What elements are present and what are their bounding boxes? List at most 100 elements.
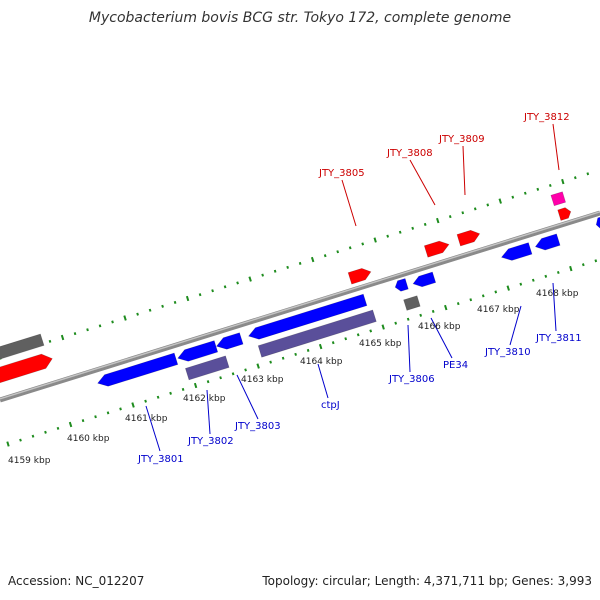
gene-label-jty-3805[interactable]: JTY_3805 xyxy=(318,168,365,179)
tick-mark xyxy=(544,274,548,278)
tick-mark xyxy=(244,368,247,372)
tick-mark xyxy=(6,441,10,447)
tick-mark xyxy=(136,312,139,316)
tick-mark xyxy=(573,176,577,180)
gene-arrow-jty-3806a[interactable] xyxy=(394,278,409,292)
tick-mark xyxy=(48,339,52,343)
tick-track-upper xyxy=(0,172,590,360)
tick-mark xyxy=(123,315,127,321)
gene-label-jty-3810[interactable]: JTY_3810 xyxy=(484,347,531,358)
gene-arrow-right-edge[interactable] xyxy=(595,216,600,229)
gene-arrow-jty-3812b[interactable] xyxy=(557,207,572,221)
gene-label-jty-3806[interactable]: JTY_3806 xyxy=(388,374,435,385)
kbp-label-4159: 4159 kbp xyxy=(8,456,51,466)
tick-mark xyxy=(323,254,327,258)
tick-mark xyxy=(481,294,485,298)
tick-mark xyxy=(181,387,185,392)
gene-arrow-jty-3812a[interactable] xyxy=(550,191,566,207)
gene-label-jty-3808[interactable]: JTY_3808 xyxy=(386,148,433,159)
cds-jty-3802[interactable] xyxy=(185,355,230,381)
gene-arrow-jty-3808[interactable] xyxy=(423,240,450,258)
gene-arrow-jty-3805[interactable] xyxy=(347,268,372,285)
kbp-label-4160: 4160 kbp xyxy=(67,434,110,444)
kbp-label-4168: 4168 kbp xyxy=(536,289,579,299)
label-leader-line xyxy=(236,374,259,420)
tick-mark xyxy=(523,191,527,195)
tick-mark xyxy=(261,273,264,277)
tick-mark xyxy=(469,298,473,302)
gene-arrow-left-grey[interactable] xyxy=(0,333,45,364)
tick-mark xyxy=(398,230,402,234)
tick-mark xyxy=(423,222,427,227)
tick-mark xyxy=(310,256,315,263)
tick-track-lower xyxy=(6,259,598,447)
gene-label-ctpj[interactable]: ctpJ xyxy=(321,400,340,411)
tick-mark xyxy=(198,293,202,297)
gene-arrow-jty-3801[interactable] xyxy=(97,352,179,387)
label-leader-line xyxy=(462,145,466,196)
gene-arrow-jty-3809[interactable] xyxy=(456,229,481,247)
tick-mark xyxy=(223,285,227,289)
genome-backbone-highlight xyxy=(0,211,600,400)
genome-backbone xyxy=(0,210,600,403)
tick-mark xyxy=(256,363,260,369)
gene-label-jty-3802[interactable]: JTY_3802 xyxy=(187,436,234,447)
tick-mark xyxy=(148,308,152,312)
kbp-label-4164: 4164 kbp xyxy=(300,357,343,367)
tick-mark xyxy=(348,246,352,250)
tick-mark xyxy=(356,333,360,337)
tick-mark xyxy=(173,300,177,305)
cds-ctpj[interactable] xyxy=(257,309,377,358)
gene-arrow-ctpj[interactable] xyxy=(248,293,368,340)
kbp-label-4161: 4161 kbp xyxy=(125,414,168,424)
gene-label-jty-3811[interactable]: JTY_3811 xyxy=(535,333,582,344)
tick-mark xyxy=(236,281,239,285)
tick-mark xyxy=(56,426,60,430)
gene-label-pe34[interactable]: PE34 xyxy=(443,360,468,371)
tick-mark xyxy=(60,334,65,341)
gene-arrow-jty-3802[interactable] xyxy=(177,340,219,362)
gene-arrow-jty-3811[interactable] xyxy=(534,233,561,251)
gene-label-jty-3812[interactable]: JTY_3812 xyxy=(523,112,570,123)
tick-mark xyxy=(448,215,452,219)
gene-arrow-left-red[interactable] xyxy=(0,353,53,387)
tick-mark xyxy=(331,341,335,345)
tick-mark xyxy=(94,415,97,419)
kbp-label-4167: 4167 kbp xyxy=(477,305,520,315)
tick-mark xyxy=(369,329,373,333)
tick-mark xyxy=(81,419,85,423)
gene-label-jty-3801[interactable]: JTY_3801 xyxy=(137,454,184,465)
tick-mark xyxy=(344,337,348,341)
tick-mark xyxy=(269,360,272,364)
tick-mark xyxy=(294,352,297,356)
gene-arrow-jty-3810[interactable] xyxy=(500,242,533,261)
tick-mark xyxy=(273,269,277,273)
tick-mark xyxy=(306,348,310,352)
tick-mark xyxy=(31,434,35,438)
tick-mark xyxy=(211,289,214,293)
tick-mark xyxy=(281,356,285,360)
tick-mark xyxy=(456,302,460,306)
tick-mark xyxy=(394,321,398,325)
tick-mark xyxy=(536,187,540,191)
tick-mark xyxy=(531,278,535,282)
gene-arrow-jty-3806b[interactable] xyxy=(412,271,437,288)
tick-mark xyxy=(381,324,385,330)
genome-title: Mycobacterium bovis BCG str. Tokyo 172, … xyxy=(88,10,512,26)
tick-mark xyxy=(231,372,235,376)
tick-mark xyxy=(185,295,190,302)
label-leader-line xyxy=(552,282,557,332)
gene-arrow-jty-3803[interactable] xyxy=(215,332,244,350)
tick-mark xyxy=(86,328,89,332)
gene-label-jty-3803[interactable]: JTY_3803 xyxy=(234,421,281,432)
tick-mark xyxy=(193,382,198,389)
label-leader-line xyxy=(341,179,357,227)
tick-mark xyxy=(156,395,160,399)
tick-mark xyxy=(298,261,302,265)
kbp-label-4166: 4166 kbp xyxy=(418,322,461,332)
gene-label-jty-3809[interactable]: JTY_3809 xyxy=(438,134,485,145)
cds-jty-3806[interactable] xyxy=(403,295,421,311)
tick-mark xyxy=(473,207,477,211)
label-leader-line xyxy=(409,159,436,206)
